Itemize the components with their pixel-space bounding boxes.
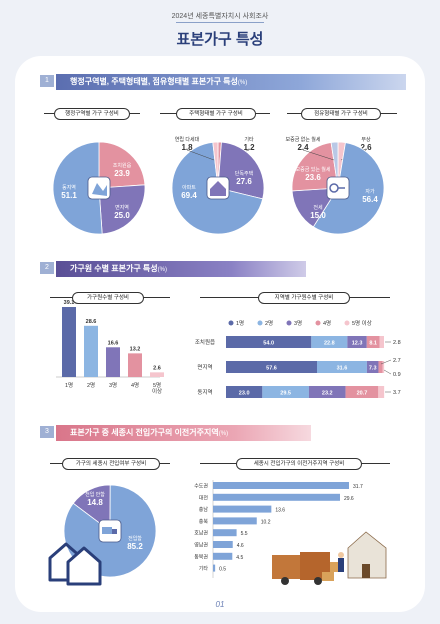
divider — [176, 22, 264, 23]
section-title: 표본가구 중 세종시 전입가구의 이전거주지역(%) — [56, 425, 311, 441]
content-card — [15, 56, 425, 612]
page-number: 01 — [215, 600, 225, 609]
chart-title: 가구의 세종시 전입여부 구성비 — [62, 458, 160, 470]
page-title: 표본가구 특성 — [176, 31, 264, 48]
chart-title: 주택형태별 가구 구성비 — [176, 108, 256, 120]
section-number: 1 — [40, 75, 54, 87]
section-unit: (%) — [157, 267, 167, 273]
section-title: 행정구역별, 주택형태별, 점유형태별 표본가구 특성(%) — [56, 74, 406, 90]
chart-title: 세종시 전입가구의 이전거주지역 구성비 — [236, 458, 362, 470]
chart-title: 점유형태별 가구 구성비 — [301, 108, 381, 120]
section-title: 가구원 수별 표본가구 특성(%) — [56, 261, 306, 277]
chart-title: 지역별 가구원수별 구성비 — [258, 292, 350, 304]
section-number: 3 — [40, 426, 54, 438]
section-title-text: 행정구역별, 주택형태별, 점유형태별 표본가구 특성 — [70, 77, 238, 86]
section-unit: (%) — [218, 431, 229, 437]
section-title-text: 표본가구 중 세종시 전입가구의 이전거주지역 — [70, 428, 219, 437]
section-number: 2 — [40, 262, 54, 274]
section-unit: (%) — [237, 80, 248, 86]
report-subtitle: 2024년 세종특별자치시 사회조사 — [171, 13, 269, 20]
chart-title: 행정구역별 가구 구성비 — [54, 108, 130, 120]
section-title-text: 가구원 수별 표본가구 특성 — [70, 264, 158, 273]
chart-title: 가구원수별 구성비 — [72, 292, 144, 304]
